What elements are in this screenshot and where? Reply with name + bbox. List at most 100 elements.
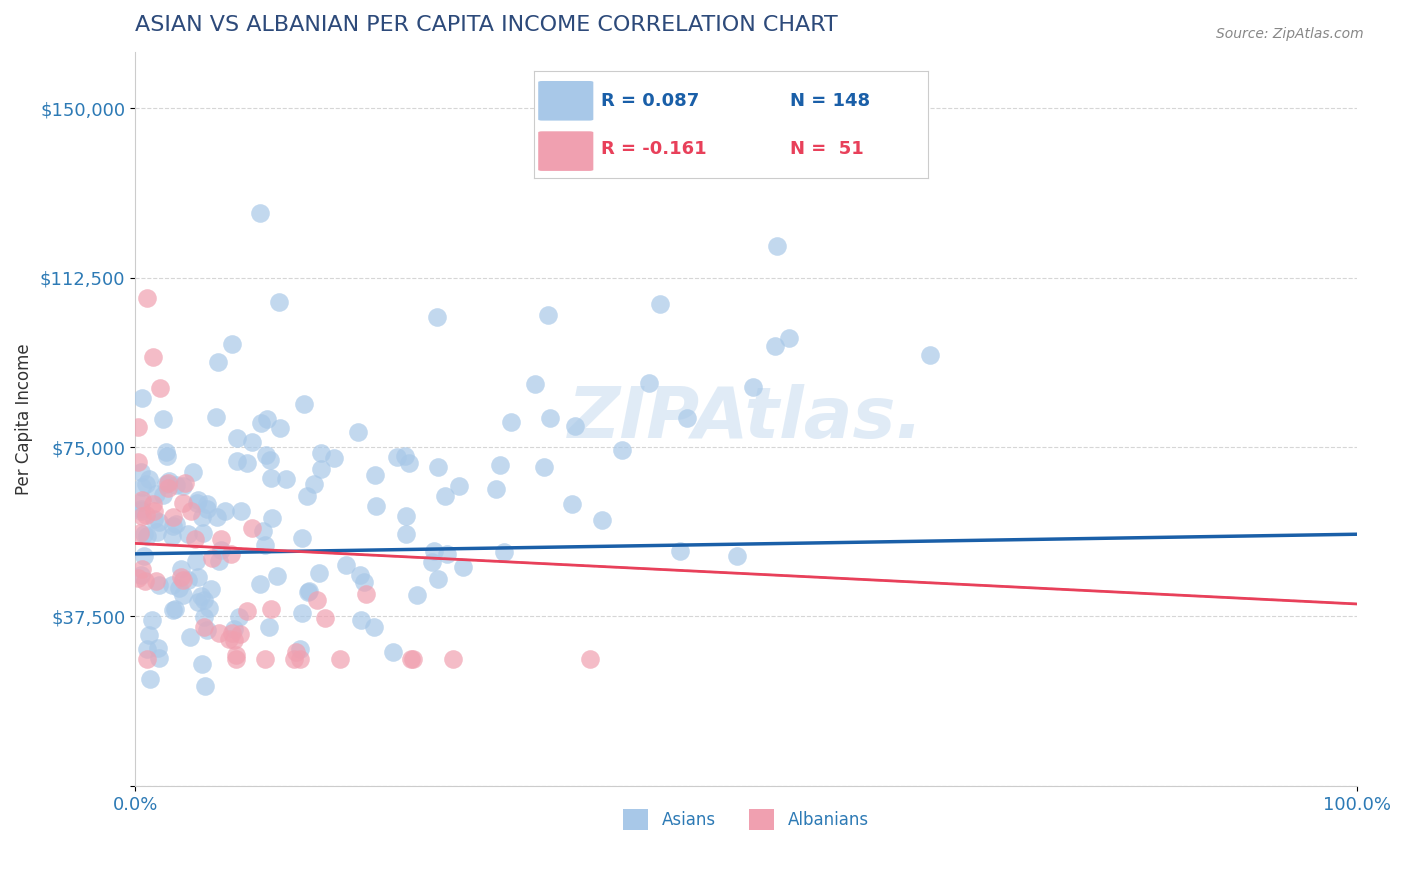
Point xyxy=(323,451,346,466)
Point xyxy=(648,297,671,311)
Point xyxy=(591,513,613,527)
Point xyxy=(226,454,249,468)
Point xyxy=(353,575,375,590)
Point xyxy=(579,652,602,666)
Point xyxy=(201,550,224,565)
Point xyxy=(291,531,314,545)
Point xyxy=(200,582,222,596)
Point xyxy=(131,479,153,493)
Point xyxy=(186,496,208,510)
Point xyxy=(309,445,332,459)
Point xyxy=(177,527,200,541)
Point xyxy=(180,504,202,518)
Point xyxy=(638,376,661,390)
Point xyxy=(148,516,170,530)
Point xyxy=(228,610,250,624)
Point xyxy=(742,380,765,394)
Point xyxy=(226,432,249,446)
Point xyxy=(224,622,246,636)
Point xyxy=(138,628,160,642)
Point xyxy=(141,613,163,627)
Point xyxy=(236,456,259,470)
FancyBboxPatch shape xyxy=(538,131,593,171)
Point xyxy=(257,620,280,634)
Point xyxy=(335,558,357,572)
Point xyxy=(307,592,329,607)
Point xyxy=(145,487,167,501)
Point xyxy=(288,642,311,657)
Point xyxy=(406,589,429,603)
Point xyxy=(195,623,218,637)
Point xyxy=(155,445,177,459)
Point xyxy=(187,570,209,584)
Point xyxy=(284,645,307,659)
Point xyxy=(129,465,152,479)
Point xyxy=(190,657,212,671)
Point xyxy=(288,652,311,666)
Point xyxy=(420,555,443,569)
Point xyxy=(160,528,183,542)
Point xyxy=(485,482,508,496)
Point xyxy=(297,585,319,599)
Point xyxy=(266,569,288,583)
Point xyxy=(145,524,167,539)
Point xyxy=(152,412,174,426)
Point xyxy=(309,461,332,475)
Point xyxy=(250,416,273,430)
Point xyxy=(127,455,149,469)
Point xyxy=(190,589,212,603)
Point xyxy=(208,553,231,567)
Point xyxy=(401,652,423,666)
Point xyxy=(172,479,194,493)
Point xyxy=(918,348,941,362)
Point xyxy=(187,595,209,609)
Point xyxy=(172,588,194,602)
Point xyxy=(538,410,561,425)
Point xyxy=(128,526,150,541)
Point xyxy=(260,511,283,525)
Point xyxy=(778,331,800,345)
Point xyxy=(240,521,263,535)
Point xyxy=(225,648,247,662)
Point xyxy=(254,537,277,551)
Point xyxy=(135,477,157,491)
Point xyxy=(349,568,371,582)
Point xyxy=(193,525,215,540)
Point xyxy=(136,529,159,543)
Point xyxy=(138,471,160,485)
Point xyxy=(129,504,152,518)
Point xyxy=(209,532,232,546)
Point xyxy=(399,652,422,666)
Point xyxy=(205,409,228,424)
Point xyxy=(254,448,277,462)
Point xyxy=(229,627,252,641)
Point xyxy=(205,510,228,524)
Point xyxy=(148,578,170,592)
Point xyxy=(143,512,166,526)
Point xyxy=(314,611,336,625)
Point xyxy=(291,606,314,620)
Point xyxy=(676,410,699,425)
Point xyxy=(394,449,416,463)
Point xyxy=(533,459,555,474)
Point xyxy=(170,570,193,584)
Point xyxy=(260,471,283,485)
Point xyxy=(156,475,179,490)
Point xyxy=(240,435,263,450)
Point xyxy=(366,499,388,513)
Point xyxy=(165,602,187,616)
Point xyxy=(395,508,418,523)
Point xyxy=(561,497,583,511)
Point xyxy=(346,425,368,440)
Point xyxy=(267,294,290,309)
Point xyxy=(181,465,204,479)
Point xyxy=(170,562,193,576)
Point xyxy=(221,336,243,351)
Point xyxy=(488,458,510,472)
Point xyxy=(142,350,165,364)
Point xyxy=(207,355,229,369)
Text: R = 0.087: R = 0.087 xyxy=(602,93,699,111)
Point xyxy=(155,476,177,491)
Point xyxy=(129,568,152,582)
Point xyxy=(162,603,184,617)
